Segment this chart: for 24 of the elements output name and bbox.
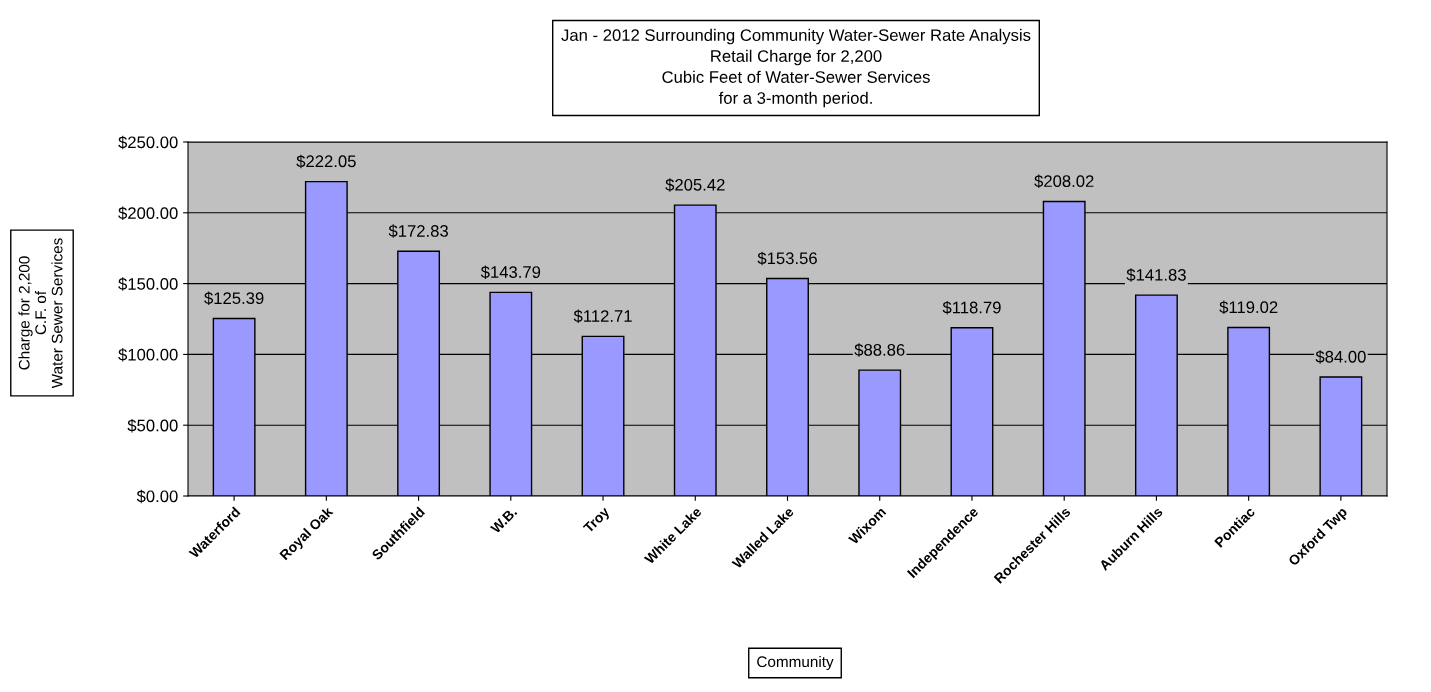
data-label: $119.02	[1219, 300, 1278, 315]
data-label: $141.83	[1126, 268, 1186, 282]
y-tick-label: $50.00	[127, 418, 178, 433]
data-label: $205.42	[665, 178, 725, 192]
data-label: $112.71	[573, 309, 632, 323]
y-axis-title: Charge for 2,200 C.F. of Water Sewer Services	[18, 238, 63, 389]
data-label: $118.79	[942, 300, 1001, 315]
data-label: $143.79	[480, 265, 541, 279]
data-label: $222.05	[296, 154, 356, 169]
chart-title: Jan - 2012 Surrounding Community Water-Sewer Rate Analysis Retail Charge for 2,200 Cubic Feet of Water-Sewer Services for a 3-month period.	[561, 28, 1031, 108]
y-tick-label: $250.00	[118, 135, 178, 150]
data-label: $88.86	[854, 343, 905, 357]
y-tick-label: $150.00	[118, 277, 178, 291]
y-tick-label: $0.00	[136, 489, 178, 504]
y-tick-label: $100.00	[118, 348, 178, 362]
data-label: $153.56	[757, 251, 817, 266]
x-axis-title: Community	[757, 655, 834, 671]
data-label: $172.83	[388, 224, 448, 238]
data-label: $125.39	[204, 291, 264, 306]
y-tick-label: $200.00	[118, 206, 178, 220]
data-label: $84.00	[1315, 350, 1366, 364]
x-tick-label: W.B.	[489, 506, 518, 535]
data-label: $208.02	[1034, 174, 1094, 189]
x-tick-label: Troy	[582, 506, 613, 536]
